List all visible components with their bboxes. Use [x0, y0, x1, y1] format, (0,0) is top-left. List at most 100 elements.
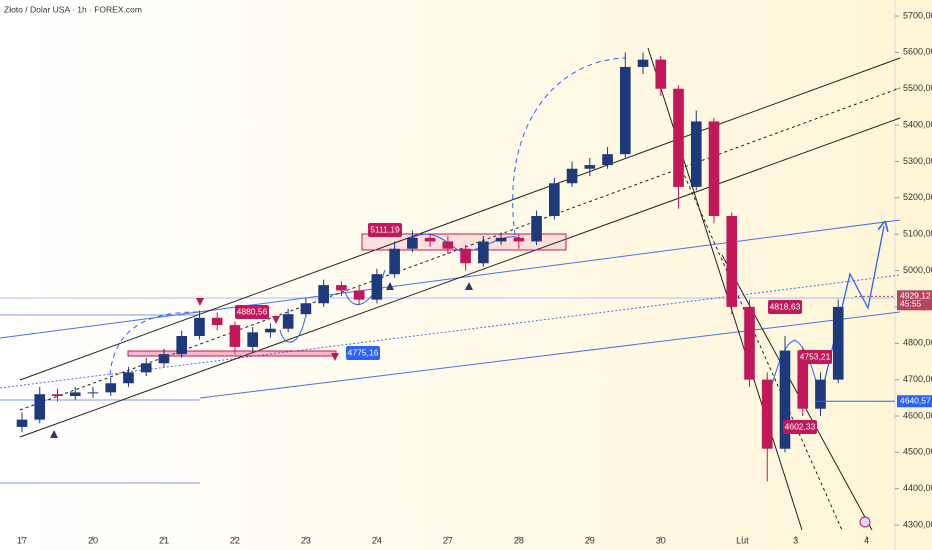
y-tick-label: 5200,00	[903, 192, 932, 202]
candle-body	[265, 328, 276, 333]
annotation-label: 4880,56	[237, 306, 268, 316]
candle-body	[87, 392, 99, 394]
candle-body	[194, 317, 205, 336]
price-tag: 4640,57	[897, 395, 932, 408]
candle-body	[105, 383, 117, 393]
candle-body	[513, 237, 525, 242]
candle-body	[211, 317, 223, 326]
channel-line	[19, 117, 901, 438]
y-tick-label: 4400,00	[903, 483, 932, 493]
candle-body	[584, 165, 596, 169]
candle-body	[442, 241, 454, 249]
candle-body	[229, 325, 241, 347]
y-tick-label: 5600,00	[903, 47, 932, 57]
candle-body	[797, 350, 809, 409]
trend-line	[199, 311, 901, 399]
annotation-label: 4818,63	[770, 301, 801, 311]
candle-body	[460, 248, 471, 264]
price-tag-label: 4929,12	[900, 291, 931, 301]
candle-body	[123, 372, 134, 384]
candle-body	[708, 121, 720, 216]
candle-body	[158, 354, 170, 364]
y-tick-label: 4800,00	[903, 338, 932, 348]
x-tick-label: Lut	[736, 535, 749, 545]
x-tick-label: 4	[864, 535, 869, 545]
candle-body	[548, 183, 560, 216]
candle-body	[637, 59, 649, 67]
x-tick-label: 24	[372, 535, 382, 545]
candle-body	[407, 237, 418, 249]
candle-body	[176, 336, 188, 355]
labels: 4300,00 4400,00 4500,00 4600,00 4700,00 4800,…	[17, 10, 932, 545]
annotation-box	[768, 300, 802, 314]
y-tick-label: 4300,00	[903, 519, 932, 529]
candle-body	[673, 88, 684, 187]
annotation-box	[368, 223, 402, 237]
y-tick-label: 5100,00	[903, 229, 932, 239]
x-tick-label: 17	[17, 535, 27, 545]
y-tick-label: 4700,00	[903, 374, 932, 384]
y-tick-label: 5500,00	[903, 83, 932, 93]
y-tick-label: 4500,00	[903, 447, 932, 457]
trend-line	[0, 274, 901, 389]
annotation-box	[235, 305, 269, 319]
candle-body	[140, 363, 152, 373]
candle-body	[779, 350, 791, 449]
x-tick-label: 20	[88, 535, 98, 545]
x-tick-label: 28	[514, 535, 524, 545]
candle-body	[815, 379, 826, 409]
candle-body	[761, 379, 773, 449]
candle-body	[371, 274, 383, 300]
channel-line	[721, 254, 873, 531]
channel-line	[19, 57, 901, 381]
candle-body	[726, 216, 738, 307]
candle-body	[744, 306, 755, 380]
arc	[279, 317, 306, 343]
candle-body	[478, 241, 489, 264]
candle-body	[282, 314, 294, 329]
y-tick-label: 4600,00	[903, 410, 932, 420]
candle-body	[832, 306, 844, 380]
annotation: 4818,63	[768, 300, 802, 314]
candle-body	[69, 392, 81, 396]
candle-body	[336, 285, 347, 291]
x-tick-label: 30	[656, 535, 666, 545]
candle-body	[247, 332, 258, 347]
candle-body	[16, 419, 28, 427]
annotation-label: 4775,16	[348, 347, 379, 357]
candle-body	[531, 216, 542, 242]
y-tick-label: 5700,00	[903, 10, 932, 20]
annotation-label: 4602,33	[785, 421, 816, 431]
price-tag-box	[897, 395, 932, 408]
annotation: 4602,33	[783, 420, 817, 434]
candle-body	[495, 237, 507, 242]
candle-body	[424, 237, 436, 242]
y-tick-label: 5000,00	[903, 265, 932, 275]
arc	[512, 57, 626, 236]
annotation-box	[798, 350, 832, 364]
annotation-box	[783, 420, 817, 434]
candle-body	[690, 121, 702, 187]
candle-body	[34, 394, 46, 420]
candle-body	[353, 290, 365, 300]
marks	[16, 52, 844, 482]
candle-body	[52, 394, 63, 396]
arc	[109, 311, 199, 376]
candle-body	[566, 168, 578, 184]
candle-body	[619, 66, 631, 155]
annotation: 5111,19	[368, 223, 402, 237]
annotation-label: 5111,19	[370, 224, 400, 234]
icon	[859, 516, 871, 528]
annotation-label: 4753,21	[800, 351, 831, 361]
x-tick-label: 3	[793, 535, 798, 545]
y-tick-label: 5300,00	[903, 156, 932, 166]
countdown: 45:55	[900, 299, 922, 309]
annotation: 4753,21	[798, 350, 832, 364]
annotation: 4775,16	[346, 346, 380, 360]
annotation: 4880,56	[235, 305, 269, 319]
candle-body	[300, 303, 312, 315]
candle-body	[655, 59, 667, 89]
x-tick-label: 27	[443, 535, 453, 545]
